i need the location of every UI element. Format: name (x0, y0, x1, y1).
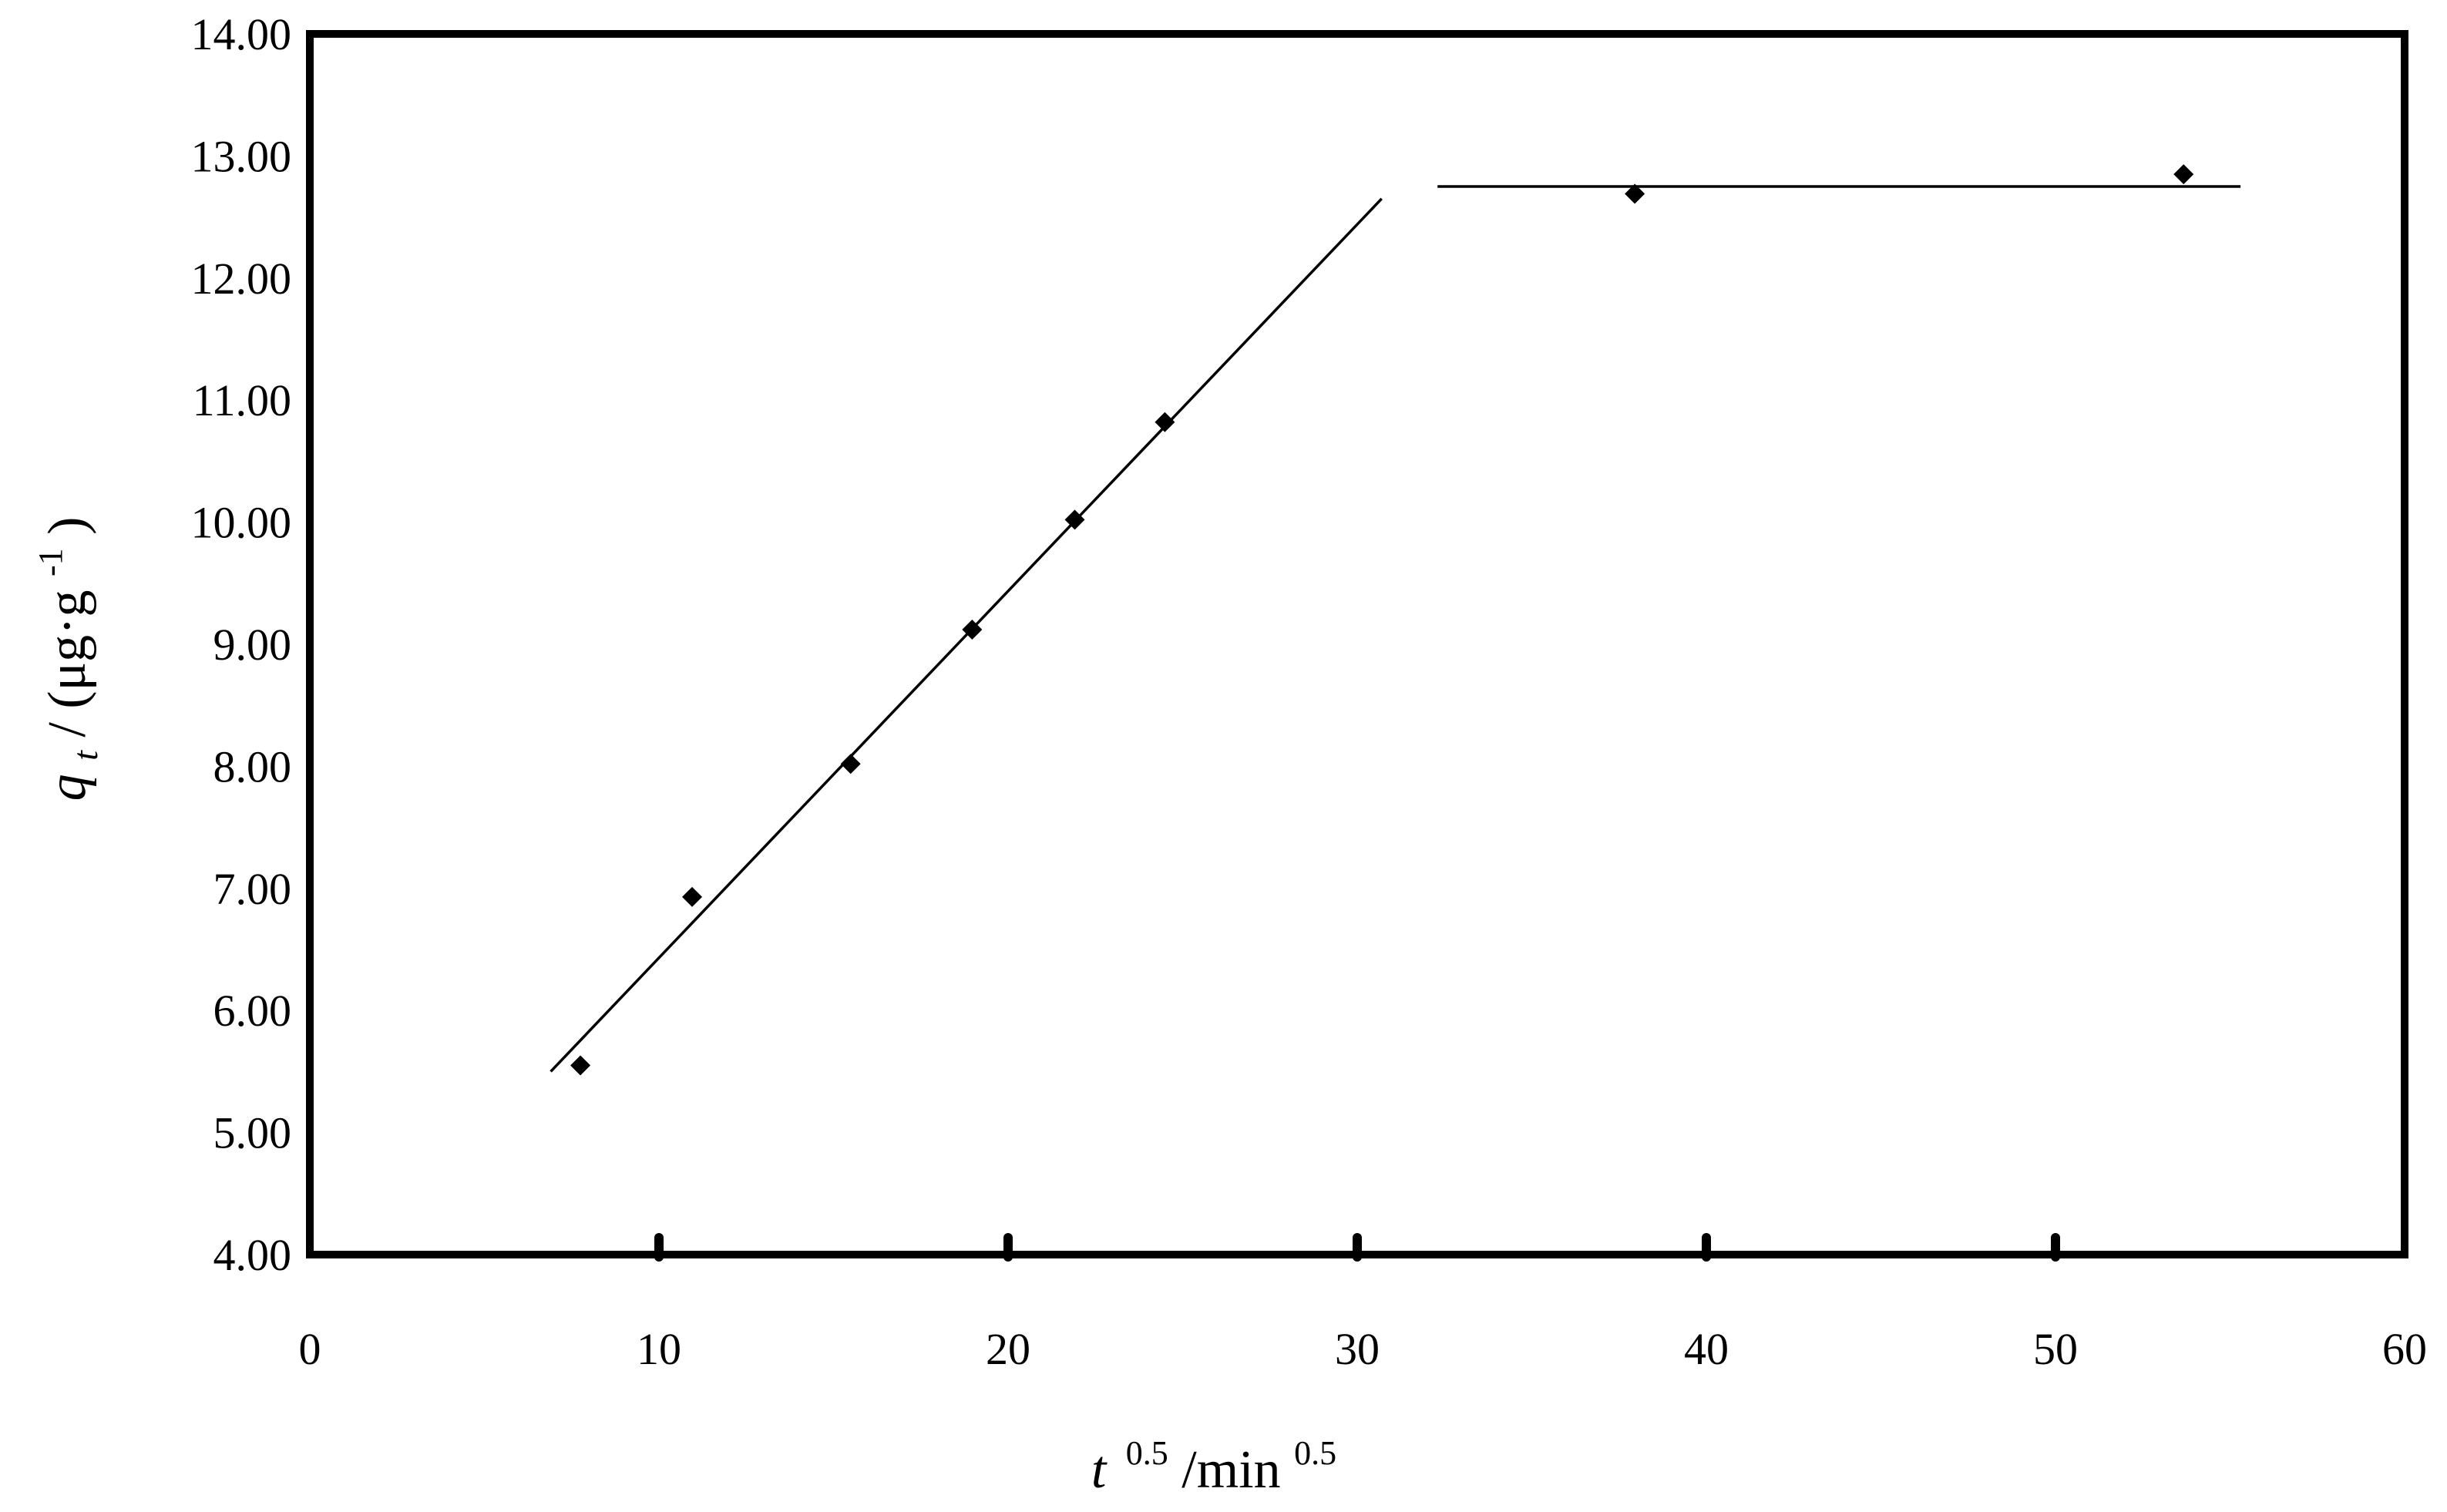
y-tick-label: 12.00 (191, 254, 292, 304)
y-tick-label: 11.00 (193, 375, 291, 425)
data-markers (570, 164, 2194, 1076)
y-tick-label: 4.00 (213, 1230, 292, 1280)
x-tick-label: 0 (299, 1324, 321, 1374)
x-tick-labels: 0 10 20 30 40 50 60 (299, 1324, 2428, 1374)
plot-frame (306, 30, 2408, 1258)
x-tick-label: 60 (2382, 1324, 2427, 1374)
data-point (2173, 164, 2194, 185)
y-tick-label: 8.00 (213, 741, 292, 791)
x-tick-label: 30 (1335, 1324, 1380, 1374)
y-axis-var: q (38, 774, 97, 801)
y-axis-unit-exponent: -1 (32, 548, 69, 576)
y-tick-label: 13.00 (191, 131, 292, 181)
y-tick-label: 14.00 (191, 9, 292, 59)
y-tick-label: 5.00 (213, 1108, 292, 1158)
data-point (1064, 509, 1085, 530)
y-axis-unit-close: ) (38, 517, 97, 535)
data-point (1625, 183, 1645, 204)
data-point (962, 619, 983, 640)
x-axis-var-exponent: 0.5 (1126, 1434, 1168, 1472)
y-tick-labels: 4.00 5.00 6.00 7.00 8.00 9.00 10.00 11.00 12.00 1… (191, 9, 292, 1280)
data-point (1155, 412, 1175, 432)
y-axis-title: q t / (μg·g -1 ) (15, 517, 109, 801)
y-tick-label: 7.00 (213, 864, 292, 914)
fit-line (550, 197, 1383, 1073)
x-tick-label: 10 (637, 1324, 681, 1374)
x-axis-unit: /min (1181, 1440, 1280, 1500)
y-tick-label: 10.00 (191, 498, 292, 548)
data-point (570, 1055, 591, 1076)
x-tick-label: 20 (986, 1324, 1030, 1374)
fit-lines (550, 185, 2241, 1073)
x-tick-marks (654, 1233, 2060, 1262)
x-tick-label: 40 (1684, 1324, 1729, 1374)
y-tick-label: 9.00 (213, 620, 292, 670)
x-tick-label: 50 (2033, 1324, 2078, 1374)
y-tick-label: 6.00 (213, 986, 292, 1036)
data-point (682, 886, 703, 907)
data-point (840, 754, 861, 774)
x-axis-var: t (1091, 1440, 1108, 1500)
x-axis-unit-exponent: 0.5 (1294, 1434, 1336, 1472)
y-axis-var-subscript: t (66, 750, 105, 761)
x-axis-title: t 0.5 /min 0.5 (1091, 1417, 1336, 1500)
y-axis-unit: / (μg·g (38, 590, 97, 738)
